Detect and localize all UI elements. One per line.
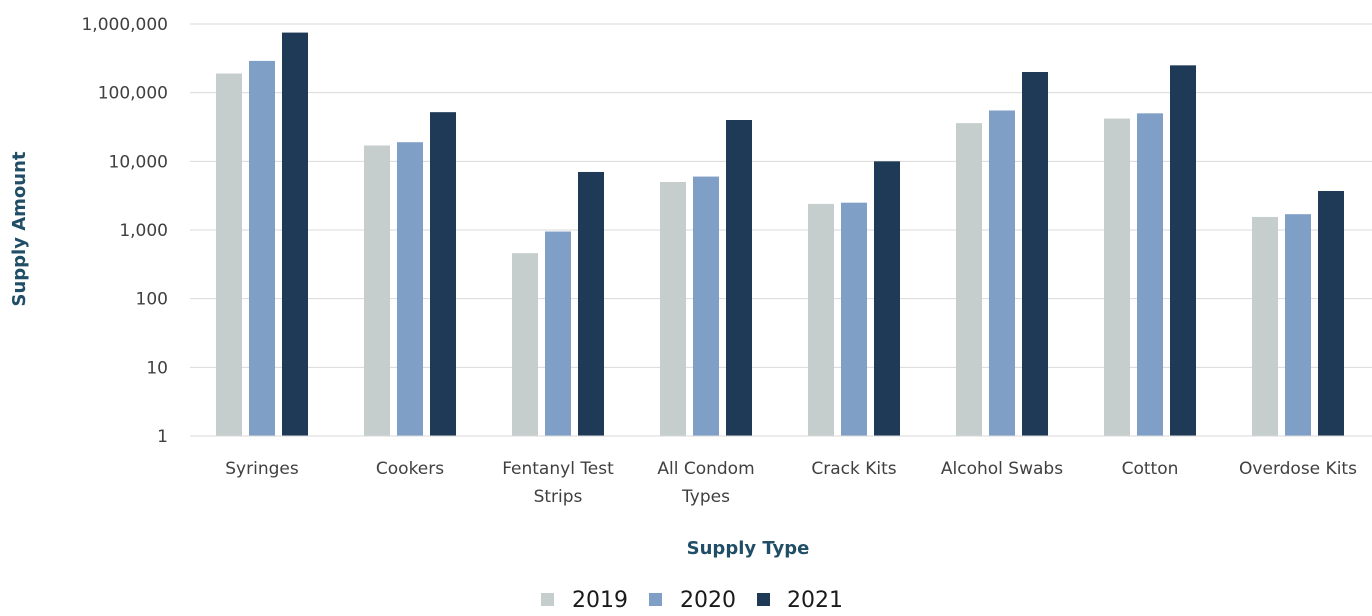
x-tick-label: Syringes [225,459,299,479]
x-tick-label: All Condom Types [657,459,754,507]
bar-2019 [512,253,538,436]
legend-swatch-2021 [757,593,770,606]
bar-2019 [956,123,982,436]
x-tick-label: Fentanyl Test Strips [502,459,614,507]
bar-2021 [1318,190,1344,436]
bar-2020 [545,231,571,436]
x-tick-label: Alcohol Swabs [941,459,1063,479]
bar-2019 [808,203,834,436]
bar-2021 [1170,65,1196,436]
legend-swatch-2019 [541,593,554,606]
bar-2021 [1022,71,1048,436]
y-tick-label: 1,000,000 [81,15,168,35]
y-tick-label: 1 [157,427,168,447]
bar-2020 [693,176,719,436]
bar-2021 [726,119,752,436]
y-tick-label: 100 [136,290,168,310]
bar-2021 [282,32,308,436]
x-tick-label: Crack Kits [811,459,896,479]
bar-2019 [1252,216,1278,436]
y-tick-label: 10 [146,358,168,378]
legend-label-2021: 2021 [787,588,843,612]
y-tick-label: 100,000 [98,84,168,104]
y-axis-title: Supply Amount [9,151,30,306]
x-tick-label: Cookers [376,459,444,479]
bar-2019 [216,73,242,437]
bar-2019 [1104,118,1130,437]
x-tick-label: Overdose Kits [1239,459,1357,479]
bar-2021 [430,112,456,436]
bar-2021 [578,171,604,436]
bar-2019 [364,145,390,437]
bar-2021 [874,161,900,437]
bar-2020 [249,60,275,436]
legend-label-2019: 2019 [572,588,628,612]
bar-2020 [1285,214,1311,436]
bar-2019 [660,182,686,436]
y-tick-label: 1,000 [119,221,168,241]
x-axis-title: Supply Type [687,538,810,559]
y-tick-label: 10,000 [109,152,168,172]
bar-2020 [841,202,867,436]
bar-2020 [397,142,423,436]
legend-swatch-2020 [649,593,662,606]
x-tick-label: Cotton [1122,459,1179,479]
bar-2020 [989,110,1015,437]
bar-2020 [1137,113,1163,436]
legend-label-2020: 2020 [680,588,736,612]
